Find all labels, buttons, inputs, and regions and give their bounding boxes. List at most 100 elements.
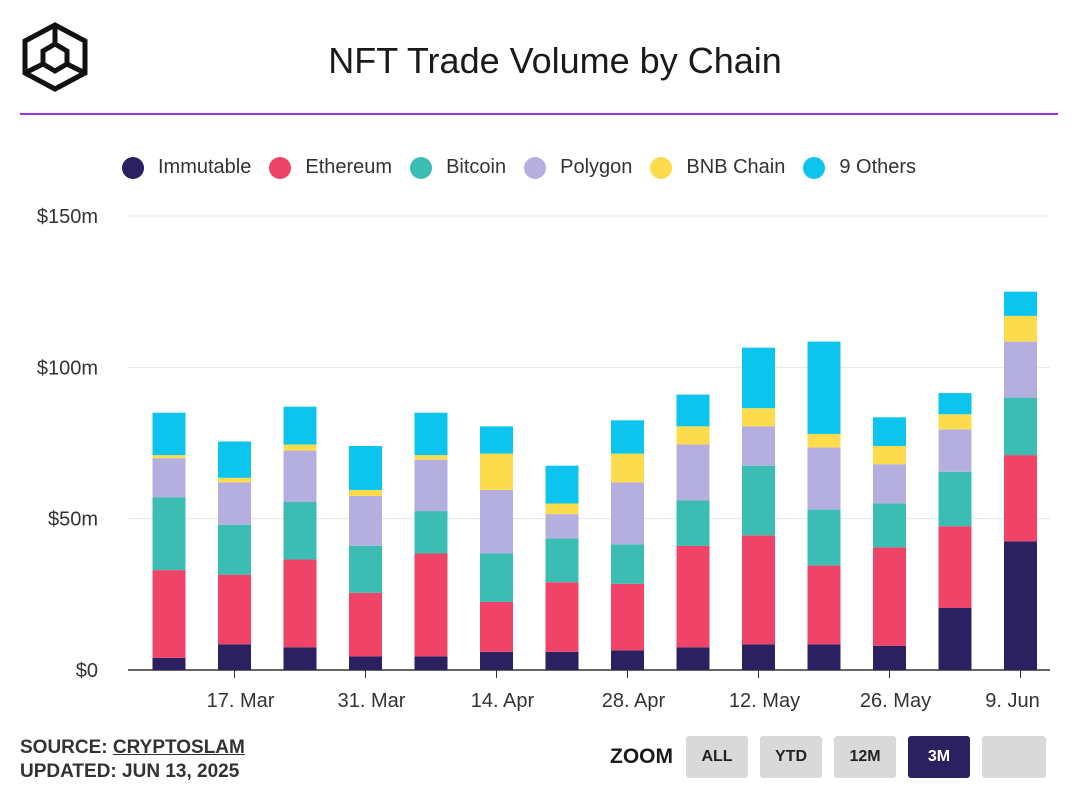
bar-segment-ethereum — [349, 592, 382, 657]
bar-segment-bnb-chain — [873, 446, 906, 465]
bar-segment-9-others — [1004, 291, 1037, 316]
bar-segment-polygon — [414, 459, 448, 512]
bar-segment-bnb-chain — [545, 503, 579, 515]
x-tick-label: 9. Jun — [985, 690, 1039, 712]
bar-segment-9-others — [414, 412, 448, 456]
zoom-controls: ZOOM ALL YTD 12M 3M — [610, 736, 1058, 778]
legend-item-9-others[interactable]: 9 Others — [803, 156, 916, 179]
x-tick-label: 31. Mar — [338, 690, 406, 712]
bar-segment-immutable — [807, 644, 841, 670]
bar-segment-polygon — [611, 482, 644, 545]
y-tick-label: $0 — [76, 660, 98, 682]
updated-text: UPDATED: JUN 13, 2025 — [20, 761, 240, 782]
source-footer: SOURCE: CRYPTOSLAM UPDATED: JUN 13, 2025 — [20, 736, 245, 784]
x-tick-label: 28. Apr — [602, 690, 666, 712]
bar-segment-polygon — [1004, 341, 1037, 398]
bar-segment-ethereum — [873, 547, 906, 646]
legend-item-polygon[interactable]: Polygon — [524, 156, 632, 179]
bar-segment-9-others — [349, 446, 382, 490]
legend-label: Immutable — [158, 156, 252, 178]
legend-item-ethereum[interactable]: Ethereum — [269, 156, 392, 179]
zoom-all-button[interactable]: ALL — [686, 736, 748, 778]
bar-segment-ethereum — [938, 526, 972, 608]
bar-segment-ethereum — [676, 545, 710, 648]
bar-segment-bitcoin — [807, 509, 841, 566]
bar-segment-bnb-chain — [218, 477, 251, 483]
bar-segment-bnb-chain — [742, 408, 775, 427]
legend-dot-icon — [410, 156, 433, 179]
legend-label: 9 Others — [839, 156, 917, 178]
legend-dot-icon — [269, 156, 292, 179]
x-tick-label: 12. May — [729, 690, 800, 712]
bar-segment-immutable — [152, 657, 186, 670]
bar-segment-bitcoin — [742, 465, 775, 536]
bar-segment-9-others — [676, 394, 710, 427]
source-link[interactable]: CRYPTOSLAM — [112, 737, 245, 758]
legend-dot-icon — [524, 156, 547, 179]
bar-segment-bnb-chain — [938, 414, 972, 430]
bar-segment-bitcoin — [218, 524, 251, 575]
bar-segment-bnb-chain — [807, 433, 841, 448]
bar-segment-immutable — [480, 651, 513, 670]
bar-segment-ethereum — [807, 565, 841, 645]
bar-segment-polygon — [218, 482, 251, 525]
bar-segment-polygon — [807, 447, 841, 510]
bar-segment-polygon — [283, 450, 317, 503]
legend-label: Bitcoin — [446, 156, 507, 178]
bar-segment-bnb-chain — [1004, 315, 1037, 342]
bar-segment-bnb-chain — [676, 426, 710, 445]
bar-segment-bnb-chain — [480, 453, 513, 490]
bar-segment-immutable — [1004, 541, 1037, 670]
bar-segment-9-others — [218, 441, 251, 478]
bar-segment-ethereum — [414, 553, 448, 657]
bar-segment-polygon — [480, 489, 513, 554]
y-tick-label: $50m — [48, 509, 98, 531]
bar-segment-bitcoin — [545, 538, 579, 583]
bar-segment-bitcoin — [938, 471, 972, 527]
bar-segment-bitcoin — [349, 545, 382, 593]
bar-segment-9-others — [938, 393, 972, 415]
bar-segment-polygon — [873, 464, 906, 504]
bar-segment-9-others — [480, 426, 513, 454]
x-tick-label: 26. May — [860, 690, 931, 712]
bar-segment-immutable — [873, 645, 906, 670]
x-tick-label: 14. Apr — [471, 690, 535, 712]
bar-segment-bnb-chain — [349, 489, 382, 496]
y-tick-label: $150m — [37, 206, 98, 228]
bar-segment-polygon — [742, 426, 775, 466]
bar-segment-polygon — [676, 444, 710, 501]
bar-segment-bitcoin — [873, 503, 906, 548]
zoom-label: ZOOM — [610, 745, 673, 768]
source-label: SOURCE: — [20, 737, 108, 758]
legend-item-bnb-chain[interactable]: BNB Chain — [650, 156, 785, 179]
bar-segment-immutable — [742, 644, 775, 670]
zoom-extra-button[interactable] — [982, 736, 1046, 778]
bar-segment-polygon — [152, 458, 186, 498]
bar-segment-bnb-chain — [152, 455, 186, 459]
cryptoslam-logo-icon — [22, 22, 88, 92]
legend-item-immutable[interactable]: Immutable — [122, 156, 251, 179]
bar-segment-9-others — [545, 465, 579, 504]
bar-segment-immutable — [545, 651, 579, 670]
bar-segment-polygon — [545, 514, 579, 539]
bar-segment-polygon — [938, 429, 972, 472]
bar-segment-ethereum — [218, 574, 251, 645]
bar-segment-9-others — [611, 420, 644, 454]
zoom-3m-button[interactable]: 3M — [908, 736, 970, 778]
title-divider — [20, 113, 1058, 115]
legend-item-bitcoin[interactable]: Bitcoin — [410, 156, 506, 179]
zoom-12m-button[interactable]: 12M — [834, 736, 896, 778]
bar-segment-ethereum — [1004, 455, 1037, 542]
bar-segment-9-others — [873, 417, 906, 447]
legend-label: Polygon — [560, 156, 633, 178]
bar-segment-bnb-chain — [414, 455, 448, 460]
bar-segment-bitcoin — [283, 502, 317, 560]
bar-segment-immutable — [611, 650, 644, 670]
bar-segment-immutable — [349, 656, 382, 670]
bar-segment-immutable — [676, 647, 710, 670]
bar-segment-ethereum — [283, 559, 317, 648]
bar-segment-9-others — [283, 406, 317, 445]
bar-segment-bnb-chain — [611, 453, 644, 483]
zoom-ytd-button[interactable]: YTD — [760, 736, 822, 778]
